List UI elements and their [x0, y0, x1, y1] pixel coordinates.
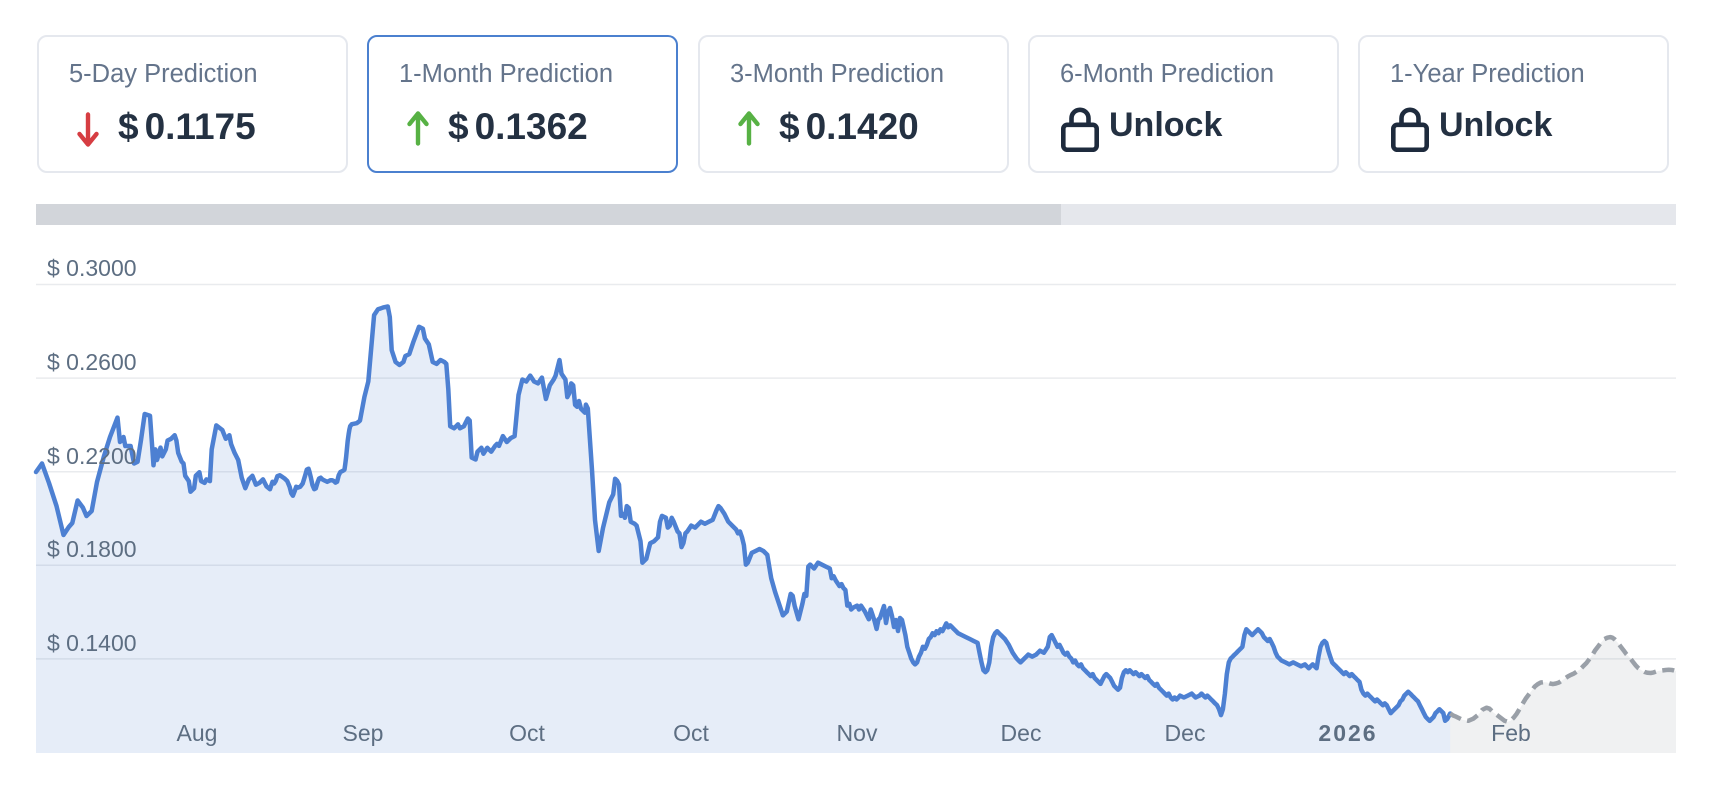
svg-text:Sep: Sep	[343, 720, 384, 746]
svg-text:Aug: Aug	[177, 720, 218, 746]
svg-text:2026: 2026	[1318, 720, 1377, 746]
svg-text:Feb: Feb	[1491, 720, 1531, 746]
svg-text:Dec: Dec	[1001, 720, 1042, 746]
svg-text:$ 0.1400: $ 0.1400	[47, 630, 137, 656]
svg-text:Nov: Nov	[837, 720, 878, 746]
svg-text:Oct: Oct	[673, 720, 709, 746]
svg-text:$ 0.3000: $ 0.3000	[47, 255, 137, 281]
svg-text:Oct: Oct	[509, 720, 545, 746]
svg-text:$ 0.2200: $ 0.2200	[47, 443, 137, 469]
svg-text:$ 0.2600: $ 0.2600	[47, 349, 137, 375]
svg-text:$ 0.1800: $ 0.1800	[47, 536, 137, 562]
svg-text:Dec: Dec	[1165, 720, 1206, 746]
